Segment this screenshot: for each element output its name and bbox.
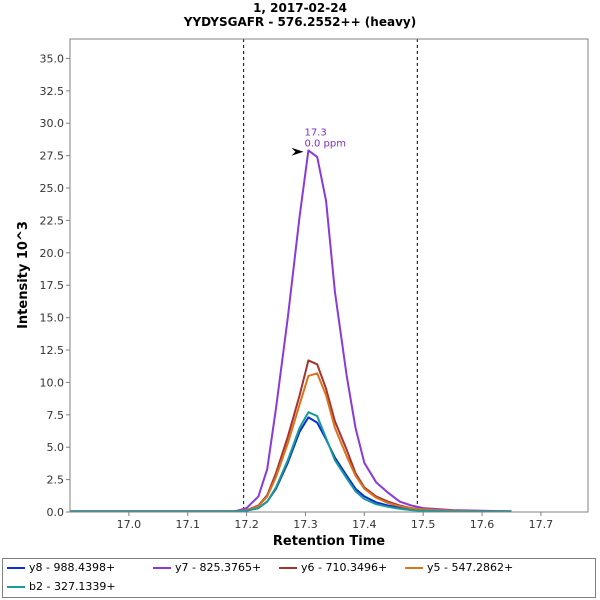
y-tick-label: 22.5 <box>40 214 65 227</box>
y-tick-label: 25.0 <box>40 182 65 195</box>
series-line-5 <box>70 411 512 513</box>
x-tick-label: 17.1 <box>175 518 200 531</box>
legend: y8 - 988.4398+ y7 - 825.3765+ y6 - 710.349… <box>2 558 596 598</box>
y-tick-label: 32.5 <box>40 85 65 98</box>
peak-marker-arrow <box>291 147 304 156</box>
x-axis-label: Retention Time <box>273 534 385 549</box>
y-tick-label: 0.0 <box>47 506 65 519</box>
y-axis-label: Intensity 10^3 <box>16 221 31 329</box>
y-tick-label: 17.5 <box>40 279 65 292</box>
x-tick-label: 17.2 <box>234 518 259 531</box>
legend-item-2: y7 - 825.3765+ <box>153 561 261 574</box>
plot-area-border <box>69 38 589 513</box>
y-tick-label: 5.0 <box>47 441 65 454</box>
legend-label: y5 - 547.2862+ <box>427 561 514 574</box>
legend-item-4: y5 - 547.2862+ <box>405 561 513 574</box>
legend-swatch <box>153 566 171 569</box>
y-tick-label: 2.5 <box>47 474 65 487</box>
series-line-2 <box>70 149 512 513</box>
y-tick-label: 12.5 <box>40 344 65 357</box>
legend-label: y6 - 710.3496+ <box>301 561 388 574</box>
peak-ppm-label: 0.0 ppm <box>304 139 346 150</box>
legend-label: y8 - 988.4398+ <box>29 561 116 574</box>
y-tick-label: 27.5 <box>40 150 65 163</box>
series-line-4 <box>70 372 512 513</box>
chart-title: 1, 2017-02-24 <box>253 1 347 15</box>
legend-swatch <box>405 566 423 569</box>
y-tick-label: 30.0 <box>40 117 65 130</box>
x-tick-label: 17.5 <box>411 518 436 531</box>
x-tick-label: 17.3 <box>293 518 318 531</box>
legend-item-3: y6 - 710.3496+ <box>279 561 387 574</box>
y-tick-label: 20.0 <box>40 247 65 260</box>
legend-label: y7 - 825.3765+ <box>175 561 262 574</box>
legend-swatch <box>7 585 25 588</box>
y-tick-label: 7.5 <box>47 409 65 422</box>
legend-label: b2 - 327.1339+ <box>29 580 116 593</box>
peak-rt-label: 17.3 <box>304 128 326 139</box>
y-tick-label: 10.0 <box>40 376 65 389</box>
legend-swatch <box>279 566 297 569</box>
y-tick-label: 15.0 <box>40 312 65 325</box>
legend-item-5: b2 - 327.1339+ <box>7 580 116 593</box>
legend-swatch <box>7 566 25 569</box>
x-tick-label: 17.7 <box>529 518 554 531</box>
legend-item-1: y8 - 988.4398+ <box>7 561 115 574</box>
y-tick-label: 35.0 <box>40 52 65 65</box>
chart-subtitle: YYDYSGAFR - 576.2552++ (heavy) <box>183 15 417 29</box>
x-tick-label: 17.0 <box>117 518 142 531</box>
x-tick-label: 17.4 <box>352 518 377 531</box>
x-tick-label: 17.6 <box>470 518 495 531</box>
